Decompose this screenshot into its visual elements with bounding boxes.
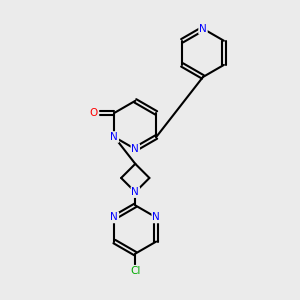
Text: N: N — [199, 24, 207, 34]
Text: N: N — [131, 187, 139, 197]
Text: Cl: Cl — [130, 266, 140, 276]
Text: N: N — [110, 212, 118, 222]
Text: N: N — [152, 212, 160, 222]
Text: O: O — [90, 108, 98, 118]
Text: N: N — [131, 144, 139, 154]
Text: N: N — [110, 132, 118, 142]
